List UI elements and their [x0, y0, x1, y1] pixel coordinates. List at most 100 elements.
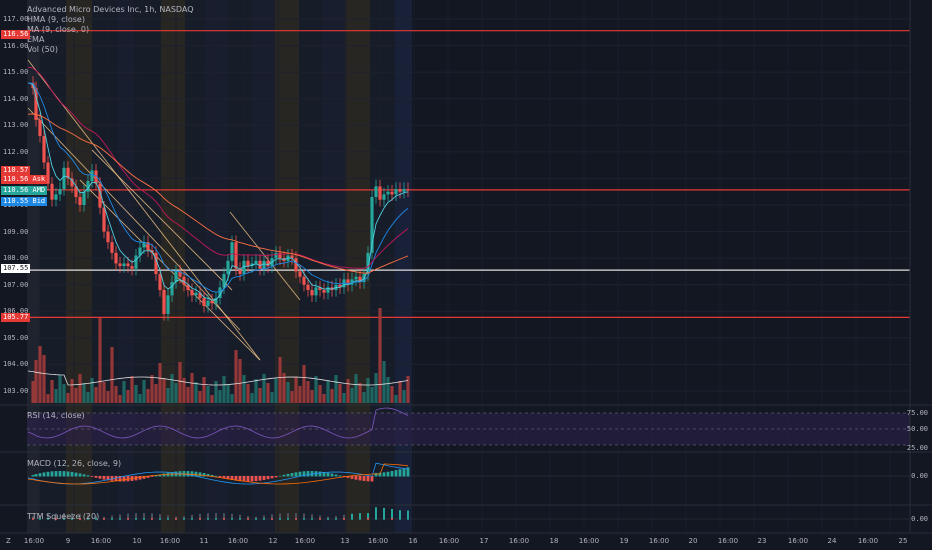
volume-bar: [134, 385, 138, 403]
ttm-bar: [287, 513, 289, 519]
volume-ma-line: [27, 370, 409, 386]
ttm-dot: [183, 518, 185, 520]
macd-histogram-bar: [230, 476, 234, 480]
price-tick: 104.00: [3, 360, 29, 369]
volume-bar: [278, 357, 282, 403]
pane-separators[interactable]: [0, 0, 932, 534]
ttm-dot: [55, 518, 57, 520]
session-band: [118, 0, 134, 533]
ttm-dot: [311, 518, 313, 520]
volume-bar: [326, 380, 330, 403]
candle-body: [158, 274, 162, 291]
volume-bar: [282, 373, 286, 403]
macd-histogram-bar: [382, 472, 386, 477]
session-band: [395, 0, 412, 533]
candle-body: [350, 279, 354, 285]
macd-label[interactable]: MACD (12, 26, close, 9): [27, 459, 122, 468]
macd-histogram-bar: [190, 471, 194, 477]
ttm-bar: [215, 513, 217, 519]
time-tick: 17: [479, 537, 489, 545]
ttm-dot: [271, 518, 273, 520]
volume-bar: [334, 375, 338, 403]
candle-body: [210, 300, 214, 304]
candle-body: [258, 260, 262, 269]
ttm-bar: [223, 513, 225, 519]
trend-line: [229, 211, 301, 301]
ttm-dot: [79, 518, 81, 520]
ttm-label[interactable]: TTM Squeeze (20): [27, 512, 100, 521]
candle-body: [190, 290, 194, 296]
ttm-bar: [239, 514, 241, 519]
ttm-dot: [375, 518, 377, 520]
time-tick: 16:00: [90, 537, 112, 545]
candle-body: [38, 119, 42, 136]
time-tick: 16:00: [508, 537, 530, 545]
rsi-pane: [27, 407, 910, 446]
timezone-corner[interactable]: Z: [6, 537, 11, 545]
session-background-bands: [27, 0, 412, 533]
macd-histogram-bar: [118, 476, 122, 482]
volume-bar: [86, 392, 90, 403]
time-tick: 16:00: [648, 537, 670, 545]
candle-body: [226, 260, 230, 275]
ttm-dot: [327, 518, 329, 520]
indicator-ema[interactable]: EMA: [27, 35, 45, 44]
candle-body: [94, 170, 98, 184]
session-band: [322, 0, 345, 533]
time-tick: 10: [132, 537, 142, 545]
price-tick: 117.00: [3, 15, 29, 23]
ttm-dot: [71, 518, 73, 520]
indicator-hma[interactable]: HMA (9, close): [27, 15, 85, 24]
volume-bar: [186, 387, 190, 403]
volume-bar: [38, 346, 42, 403]
symbol-title[interactable]: Advanced Micro Devices Inc, 1h, NASDAQ: [27, 5, 194, 14]
ttm-bar: [375, 507, 377, 519]
rsi-label[interactable]: RSI (14, close): [27, 411, 85, 420]
volume-bar: [190, 373, 194, 403]
macd-histogram-bar: [54, 471, 58, 477]
indicator-vol[interactable]: Vol (50): [27, 45, 58, 54]
macd-histogram-bar: [350, 476, 354, 479]
candle-body: [370, 197, 374, 253]
candle-body: [398, 189, 402, 192]
time-tick: 16:00: [787, 537, 809, 545]
candle-body: [146, 242, 150, 251]
volume-bar: [198, 391, 202, 403]
macd-histogram-bar: [146, 476, 150, 478]
ttm-bar: [111, 515, 113, 519]
macd-level-0: 0.00: [911, 472, 928, 480]
ttm-bar: [127, 513, 129, 519]
horizontal-levels[interactable]: [27, 30, 910, 318]
candle-body: [70, 178, 74, 187]
candle-body: [234, 242, 238, 269]
macd-histogram-bar: [202, 473, 206, 477]
candle-body: [154, 252, 158, 275]
ttm-bar: [55, 513, 57, 519]
candle-body: [386, 191, 390, 195]
macd-histogram-bar: [110, 476, 114, 481]
volume-bar: [102, 382, 106, 403]
volume-bar: [302, 365, 306, 403]
candle-body: [274, 252, 278, 259]
volume-bar: [382, 361, 386, 403]
candle-body: [110, 242, 114, 253]
ema-line: [27, 66, 409, 269]
candle-body: [346, 279, 350, 285]
macd-histogram-bar: [246, 476, 250, 482]
volume-bar: [122, 381, 126, 403]
indicator-ma[interactable]: MA (9, close, 0): [27, 25, 90, 34]
ttm-bar: [175, 516, 177, 519]
candle-body: [126, 263, 130, 267]
candle-body: [106, 231, 110, 243]
volume-bar: [210, 395, 214, 403]
volume-bar: [238, 359, 242, 403]
ttm-bar: [263, 515, 265, 519]
volume-bar: [150, 375, 154, 403]
candle-body: [50, 183, 54, 200]
candle-body: [194, 292, 198, 296]
time-tick: 16:00: [857, 537, 879, 545]
time-tick: 16:00: [294, 537, 316, 545]
volume-bar: [242, 375, 246, 403]
ttm-bar: [351, 513, 353, 519]
